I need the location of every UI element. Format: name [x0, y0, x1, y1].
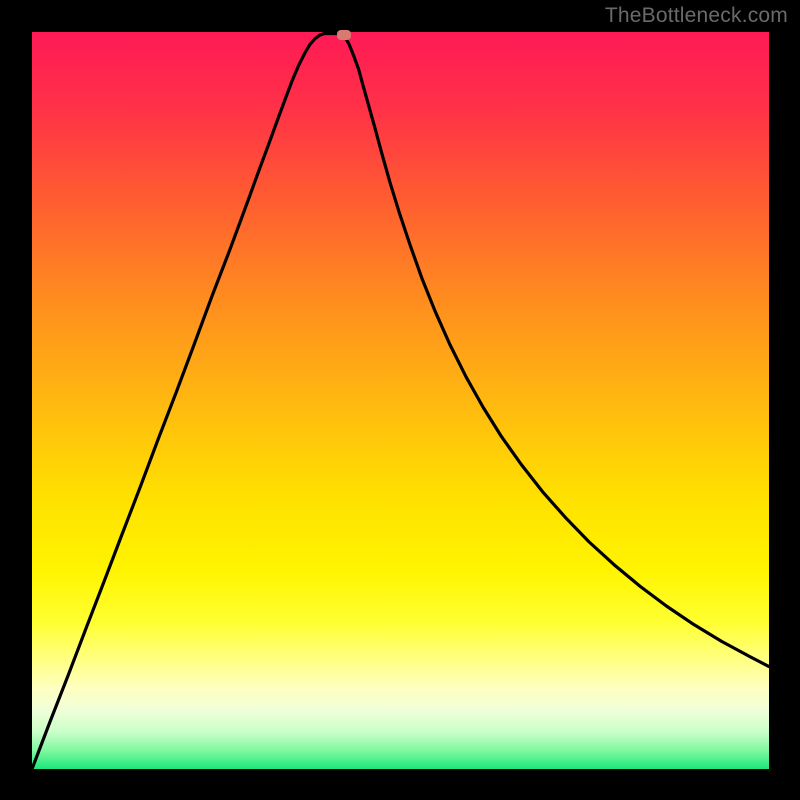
chart-plot-area [32, 32, 769, 769]
watermark-text: TheBottleneck.com [605, 4, 788, 28]
chart-background-gradient [32, 32, 769, 769]
optimum-marker [337, 30, 351, 40]
chart-svg [32, 32, 769, 769]
